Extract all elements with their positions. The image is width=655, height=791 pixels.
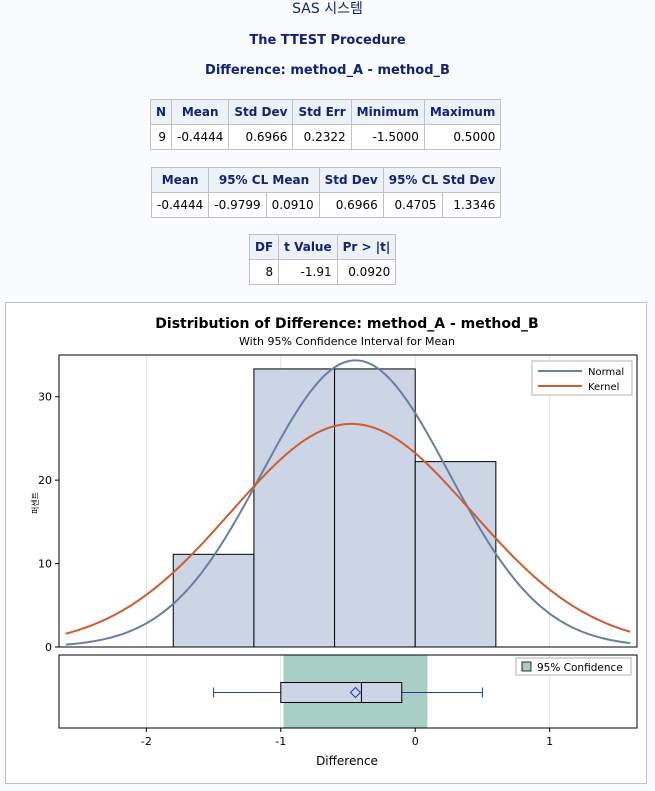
column-header: t Value	[278, 234, 338, 260]
system-title: SAS 시스템	[292, 1, 363, 17]
ci-legend-label: 95% Confidence	[537, 662, 623, 674]
table-cell: 0.5000	[423, 124, 502, 150]
column-header: Std Err	[292, 99, 352, 125]
kernel-density-curve	[65, 422, 631, 635]
summary-stats-table: N Mean Std Dev Std Err Minimum Maximum 9…	[149, 99, 502, 150]
distribution-graph: Distribution of Difference: method_A - m…	[5, 302, 647, 784]
table-cell: -0.4444	[171, 124, 230, 150]
histogram-panel: 0 10 20 30	[38, 354, 638, 654]
histogram-bar	[172, 553, 255, 648]
mean-marker	[349, 686, 362, 699]
table-row: 8 -1.91 0.0920	[248, 259, 397, 285]
table-cell: 0.2322	[292, 124, 352, 150]
x-tick-label: -1	[275, 735, 286, 748]
table-cell: -0.4444	[150, 192, 210, 218]
boxplot-frame	[58, 654, 638, 729]
column-header: Maximum	[423, 99, 502, 125]
table-cell: -0.9799	[208, 192, 267, 218]
x-tick-label: 1	[546, 735, 553, 748]
y-axis-label: 퍼센트	[30, 492, 40, 514]
x-tick-label: 0	[412, 735, 419, 748]
column-header: Pr > |t|	[336, 234, 397, 260]
column-header: N	[149, 99, 173, 125]
column-header: Minimum	[350, 99, 425, 125]
ci-legend-box	[515, 657, 632, 676]
table-cell: 8	[248, 259, 280, 285]
column-header: 95% CL Mean	[208, 167, 320, 193]
table-cell: 0.6966	[318, 192, 384, 218]
legend-box	[531, 360, 633, 396]
x-tick-label: -2	[141, 735, 152, 748]
normal-density-curve	[65, 359, 631, 646]
boxplot-panel: -2 -1 0 1	[58, 654, 638, 748]
column-header: Mean	[171, 99, 230, 125]
table-row: -0.4444 -0.9799 0.0910 0.6966 0.4705 1.3…	[150, 192, 502, 218]
column-header: 95% CL Std Dev	[382, 167, 502, 193]
table-cell: 0.0910	[265, 192, 320, 218]
column-header: Mean	[150, 167, 210, 193]
y-tick-label: 20	[38, 474, 52, 487]
ci-legend: 95% Confidence	[515, 657, 632, 676]
table-cell: 9	[149, 124, 173, 150]
table-cell: 0.6966	[228, 124, 294, 150]
histogram-bar	[414, 461, 497, 648]
procedure-title: The TTEST Procedure	[249, 33, 406, 48]
legend-label: Kernel	[588, 382, 619, 393]
table-cell: 0.4705	[382, 192, 443, 218]
ttest-table: DF t Value Pr > |t| 8 -1.91 0.0920	[248, 234, 397, 285]
column-header: Std Dev	[228, 99, 294, 125]
table-header-row: DF t Value Pr > |t|	[248, 234, 397, 260]
table-header-row: Mean 95% CL Mean Std Dev 95% CL Std Dev	[150, 167, 502, 193]
table-cell: -1.5000	[350, 124, 425, 150]
ci-legend-swatch	[521, 661, 532, 672]
column-header: DF	[248, 234, 280, 260]
column-header: Std Dev	[318, 167, 384, 193]
confidence-limits-table: Mean 95% CL Mean Std Dev 95% CL Std Dev …	[150, 167, 502, 218]
x-axis-label: Difference	[316, 754, 378, 768]
table-cell: 0.0920	[336, 259, 397, 285]
plot-frame	[58, 354, 638, 648]
distribution-chart: Distribution of Difference: method_A - m…	[30, 316, 638, 768]
legend: Normal Kernel	[531, 360, 633, 396]
histogram-bar	[253, 368, 336, 648]
table-cell: -1.91	[278, 259, 338, 285]
chart-subtitle: With 95% Confidence Interval for Mean	[239, 335, 455, 348]
box	[280, 682, 403, 703]
legend-label: Normal	[588, 367, 624, 378]
table-cell: 1.3346	[441, 192, 502, 218]
y-tick-label: 0	[45, 641, 52, 654]
y-tick-label: 10	[38, 558, 52, 571]
variable-title: Difference: method_A - method_B	[205, 63, 450, 78]
table-row: 9 -0.4444 0.6966 0.2322 -1.5000 0.5000	[149, 124, 502, 150]
table-header-row: N Mean Std Dev Std Err Minimum Maximum	[149, 99, 502, 125]
chart-title: Distribution of Difference: method_A - m…	[155, 316, 538, 332]
y-tick-label: 30	[38, 391, 52, 404]
histogram-bar	[334, 368, 416, 648]
